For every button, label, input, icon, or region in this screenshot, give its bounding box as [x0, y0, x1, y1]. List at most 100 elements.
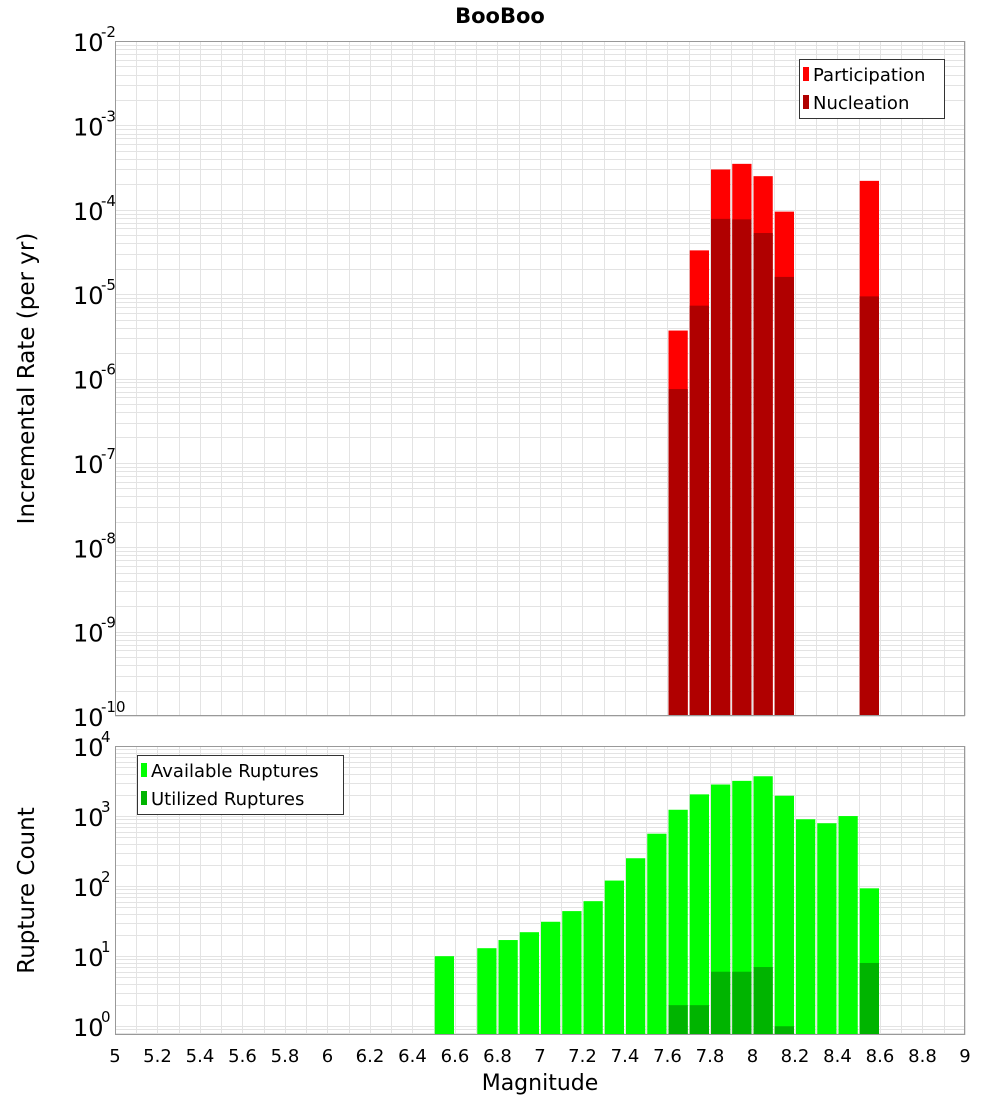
bar-1-0-13 — [732, 780, 752, 1035]
legend-swatch-0-0 — [803, 67, 809, 81]
x-tick-label-19: 8.8 — [908, 1046, 937, 1067]
grid-lines-0 — [115, 41, 966, 717]
x-tick-label-8: 6.6 — [441, 1046, 470, 1067]
y-tick-exponent-1-0: 0 — [101, 1008, 111, 1026]
y-tick-exponent-0-4: -6 — [101, 361, 116, 379]
plot-frame-1 — [115, 746, 965, 1035]
bar-0-1-5 — [774, 276, 794, 716]
bar-1-0-8 — [626, 858, 646, 1035]
x-tick-label-9: 6.8 — [483, 1046, 512, 1067]
x-tick-label-4: 5.8 — [271, 1046, 300, 1067]
x-tick-label-12: 7.4 — [611, 1046, 640, 1067]
bar-0-1-0 — [668, 389, 688, 716]
y-tick-exponent-0-0: -10 — [101, 698, 126, 716]
x-axis-label: Magnitude — [482, 1071, 599, 1096]
x-tick-label-11: 7.2 — [568, 1046, 597, 1067]
y-tick-exponent-0-5: -5 — [101, 276, 116, 294]
y-tick-exponent-1-3: 3 — [101, 798, 111, 816]
bar-1-1-14 — [753, 967, 773, 1035]
legend-label-1-0: Available Ruptures — [151, 761, 319, 782]
y-axis-label-0: Incremental Rate (per yr) — [14, 233, 40, 525]
bar-1-0-4 — [541, 921, 561, 1035]
legend-swatch-1-0 — [141, 763, 147, 777]
y-tick-exponent-0-6: -4 — [101, 192, 116, 210]
series-1-1 — [668, 962, 879, 1035]
bar-1-0-0 — [434, 956, 454, 1035]
legend-label-0-0: Participation — [813, 65, 925, 86]
y-tick-base-0-0: 10 — [73, 704, 104, 732]
y-tick-exponent-0-7: -3 — [101, 107, 116, 125]
bar-1-0-7 — [604, 880, 624, 1035]
y-tick-base-1-4: 10 — [73, 734, 104, 762]
x-tick-label-18: 8.6 — [866, 1046, 895, 1067]
x-tick-label-1: 5.2 — [143, 1046, 172, 1067]
bar-1-0-17 — [817, 823, 837, 1035]
x-tick-label-3: 5.6 — [228, 1046, 257, 1067]
bar-1-0-9 — [647, 833, 667, 1035]
x-tick-label-17: 8.4 — [823, 1046, 852, 1067]
chart-title: BooBoo — [455, 4, 545, 28]
series-0-1 — [668, 218, 879, 717]
x-tick-label-13: 7.6 — [653, 1046, 682, 1067]
bar-1-0-1 — [477, 948, 497, 1035]
y-tick-base-0-1: 10 — [73, 620, 104, 648]
x-tick-label-2: 5.4 — [186, 1046, 215, 1067]
bar-1-1-12 — [711, 971, 731, 1035]
bar-1-0-10 — [668, 809, 688, 1035]
y-tick-base-0-2: 10 — [73, 535, 104, 563]
x-tick-label-14: 7.8 — [696, 1046, 725, 1067]
y-tick-exponent-1-4: 4 — [101, 728, 111, 746]
y-tick-base-1-1: 10 — [73, 944, 104, 972]
legend-swatch-1-1 — [141, 791, 147, 805]
y-tick-base-0-5: 10 — [73, 282, 104, 310]
legend-swatch-0-1 — [803, 95, 809, 109]
bar-1-0-3 — [519, 932, 539, 1035]
bar-1-0-15 — [774, 795, 794, 1035]
y-tick-base-1-2: 10 — [73, 874, 104, 902]
bar-0-1-1 — [689, 305, 709, 716]
x-tick-label-5: 6 — [322, 1046, 333, 1067]
y-tick-base-0-7: 10 — [73, 113, 104, 141]
bar-1-0-11 — [689, 794, 709, 1035]
bar-1-1-11 — [689, 1005, 709, 1035]
y-tick-exponent-0-8: -2 — [101, 23, 116, 41]
bar-1-0-6 — [583, 901, 603, 1035]
bar-1-1-15 — [774, 1026, 794, 1035]
y-tick-base-1-3: 10 — [73, 804, 104, 832]
bar-1-0-5 — [562, 911, 582, 1035]
x-tick-label-10: 7 — [534, 1046, 545, 1067]
x-tick-label-15: 8 — [747, 1046, 758, 1067]
plot-frame-0 — [115, 41, 965, 716]
bar-1-1-10 — [668, 1005, 688, 1035]
y-axis-label-1: Rupture Count — [14, 807, 40, 973]
y-tick-exponent-1-1: 1 — [101, 938, 111, 956]
y-tick-exponent-1-2: 2 — [101, 868, 111, 886]
legend-box-1 — [137, 755, 344, 815]
bar-0-1-3 — [732, 219, 752, 717]
x-tick-label-0: 5 — [109, 1046, 120, 1067]
y-tick-exponent-0-3: -7 — [101, 445, 116, 463]
bar-0-1-4 — [753, 233, 773, 716]
y-tick-exponent-0-2: -8 — [101, 529, 116, 547]
bar-1-1-13 — [732, 971, 752, 1035]
y-tick-base-0-4: 10 — [73, 367, 104, 395]
bar-1-0-16 — [796, 819, 816, 1035]
y-tick-base-0-3: 10 — [73, 451, 104, 479]
x-tick-label-6: 6.2 — [356, 1046, 385, 1067]
bar-0-1-6 — [859, 296, 879, 716]
bar-0-1-2 — [711, 218, 731, 716]
bar-1-0-18 — [838, 816, 858, 1035]
y-tick-base-0-8: 10 — [73, 29, 104, 57]
y-tick-exponent-0-1: -9 — [101, 614, 116, 632]
x-tick-label-16: 8.2 — [781, 1046, 810, 1067]
y-tick-base-1-0: 10 — [73, 1014, 104, 1042]
bar-1-1-19 — [859, 962, 879, 1035]
x-tick-label-20: 9 — [959, 1046, 970, 1067]
bar-1-0-2 — [498, 940, 518, 1035]
y-tick-base-0-6: 10 — [73, 198, 104, 226]
legend-box-0 — [799, 59, 945, 119]
x-tick-label-7: 6.4 — [398, 1046, 427, 1067]
legend-label-0-1: Nucleation — [813, 93, 909, 114]
